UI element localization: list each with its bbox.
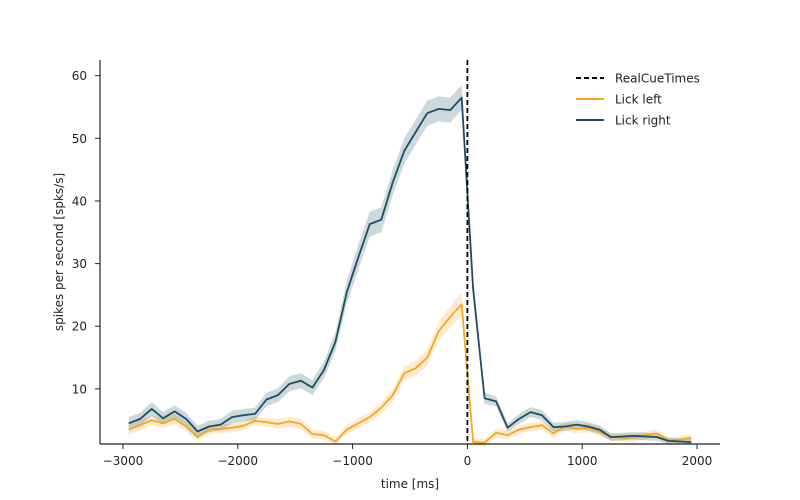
x-tick-label: 0 <box>464 454 472 468</box>
y-tick-label: 10 <box>72 382 87 396</box>
x-tick-label: −2000 <box>217 454 258 468</box>
legend-label-realcuetimes: RealCueTimes <box>615 72 700 86</box>
x-tick-label: 1000 <box>567 454 598 468</box>
x-tick-label: −1000 <box>332 454 373 468</box>
legend: RealCueTimes Lick left Lick right <box>576 72 700 128</box>
series-line-lick-right <box>128 96 692 443</box>
x-tick-label: −3000 <box>103 454 144 468</box>
series-lines <box>128 96 692 444</box>
x-tick-label: 2000 <box>682 454 713 468</box>
y-tick-label: 60 <box>72 69 87 83</box>
x-axis-ticks: −3000 −2000 −1000 0 1000 2000 <box>103 444 713 468</box>
legend-label-lick-left: Lick left <box>615 93 662 107</box>
y-tick-label: 20 <box>72 320 87 334</box>
confidence-bands <box>128 85 692 447</box>
y-axis-ticks: 10 20 30 40 50 60 <box>72 69 100 396</box>
legend-label-lick-right: Lick right <box>615 114 671 128</box>
y-tick-label: 40 <box>72 194 87 208</box>
y-tick-label: 50 <box>72 132 87 146</box>
series-line-lick-left <box>128 303 692 444</box>
band-lick-left <box>128 292 692 447</box>
y-axis-label: spikes per second [spks/s] <box>52 173 66 331</box>
band-lick-right <box>128 85 692 446</box>
y-tick-label: 30 <box>72 257 87 271</box>
x-axis-label: time [ms] <box>381 477 439 491</box>
